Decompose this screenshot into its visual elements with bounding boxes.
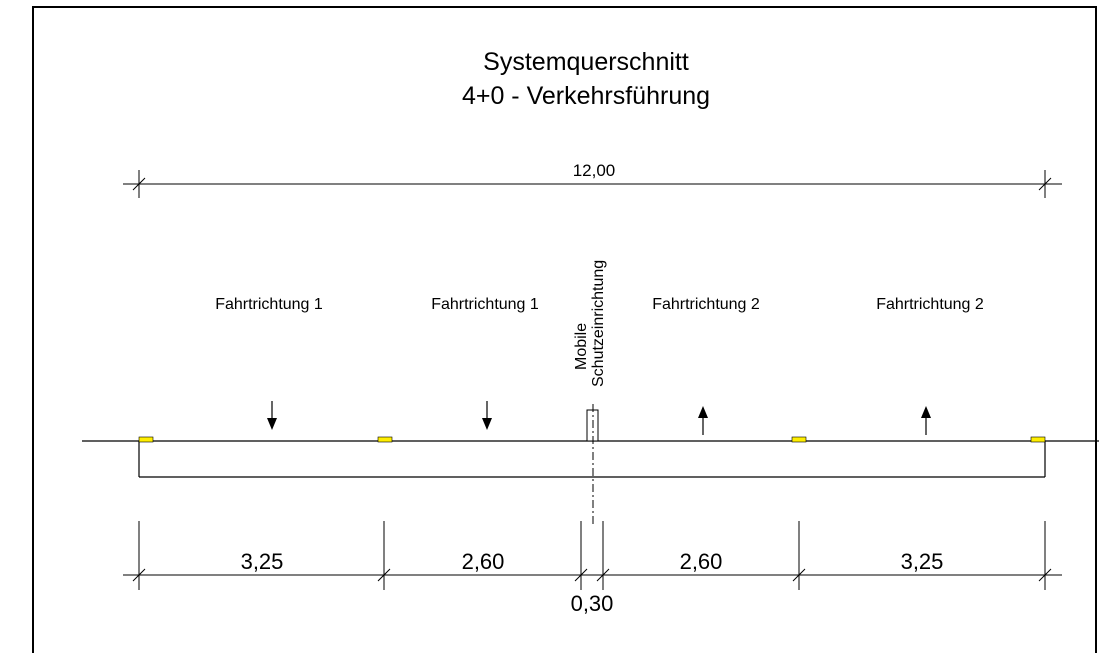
marker-1 <box>138 436 154 443</box>
road-section <box>82 440 1099 478</box>
barrier-width: 0,30 <box>571 591 614 616</box>
marker-2 <box>377 436 393 443</box>
lane-2-label: Fahrtrichtung 1 <box>431 296 539 313</box>
barrier-label-line-2: Schutzeinrichtung <box>590 260 607 387</box>
arrow-down-lane-1 <box>267 401 277 430</box>
arrow-up-lane-3 <box>698 406 708 435</box>
barrier-label-line-1: Mobile <box>573 323 590 370</box>
lane-markers <box>138 436 1046 443</box>
overall-dimension: 12,00 <box>123 161 1062 198</box>
mobile-barrier <box>586 404 599 524</box>
title-line-2: 4+0 - Verkehrsführung <box>462 82 710 110</box>
lane-1-label: Fahrtrichtung 1 <box>215 296 323 313</box>
lane-2-width: 2,60 <box>462 549 505 574</box>
drawing-border <box>32 6 1097 653</box>
lane-1-width: 3,25 <box>241 549 284 574</box>
lane-dimension-chain: 3,25 2,60 2,60 3,25 0,30 <box>123 521 1062 616</box>
lane-4-label: Fahrtrichtung 2 <box>876 296 984 313</box>
marker-4 <box>1030 436 1046 443</box>
marker-3 <box>791 436 807 443</box>
lane-3-width: 2,60 <box>680 549 723 574</box>
title-line-1: Systemquerschnitt <box>483 48 689 76</box>
overall-width-label: 12,00 <box>573 161 616 180</box>
arrow-up-lane-4 <box>921 406 931 435</box>
barrier-label: Mobile Schutzeinrichtung <box>573 260 607 387</box>
lane-4-width: 3,25 <box>901 549 944 574</box>
lane-3-label: Fahrtrichtung 2 <box>652 296 760 313</box>
arrow-down-lane-2 <box>482 401 492 430</box>
